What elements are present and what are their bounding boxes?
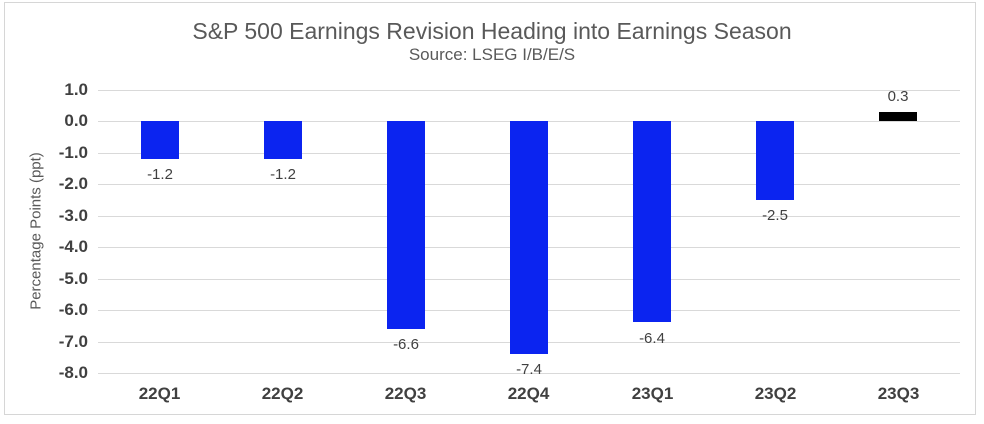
- bar-value-label: -6.4: [639, 330, 665, 347]
- bar-value-label: -1.2: [147, 166, 173, 183]
- y-tick-label: -1.0: [58, 143, 88, 162]
- x-category-label: 22Q3: [384, 384, 427, 403]
- bar: [633, 121, 671, 322]
- bar: [141, 121, 179, 159]
- y-tick-label: -6.0: [58, 300, 88, 319]
- x-category-label: 22Q4: [507, 384, 550, 403]
- y-tick-label: 1.0: [64, 80, 88, 99]
- bar-value-label: 0.3: [887, 88, 909, 105]
- chart-subtitle: Source: LSEG I/B/E/S: [408, 45, 576, 64]
- bar: [510, 121, 548, 354]
- gridline: [98, 90, 960, 91]
- y-tick-label: -7.0: [58, 332, 88, 351]
- bar-value-label: -2.5: [762, 207, 788, 224]
- x-category-label: 23Q3: [877, 384, 920, 403]
- chart-title: S&P 500 Earnings Revision Heading into E…: [192, 18, 792, 44]
- y-tick-label: 0.0: [64, 111, 88, 130]
- x-category-label: 22Q1: [138, 384, 181, 403]
- y-tick-label: -3.0: [58, 206, 88, 225]
- gridline: [98, 373, 960, 374]
- y-tick-label: -4.0: [58, 237, 88, 256]
- x-category-label: 22Q2: [261, 384, 304, 403]
- bar: [879, 112, 917, 121]
- y-tick-label: -2.0: [58, 174, 88, 193]
- bar: [264, 121, 302, 159]
- y-tick-label: -8.0: [58, 363, 88, 382]
- bar: [387, 121, 425, 329]
- bar-value-label: -6.6: [393, 336, 419, 353]
- bar-value-label: -7.4: [516, 361, 542, 378]
- x-category-label: 23Q1: [631, 384, 674, 403]
- y-tick-label: -5.0: [58, 269, 88, 288]
- x-category-label: 23Q2: [754, 384, 797, 403]
- bar: [756, 121, 794, 200]
- bar-value-label: -1.2: [270, 166, 296, 183]
